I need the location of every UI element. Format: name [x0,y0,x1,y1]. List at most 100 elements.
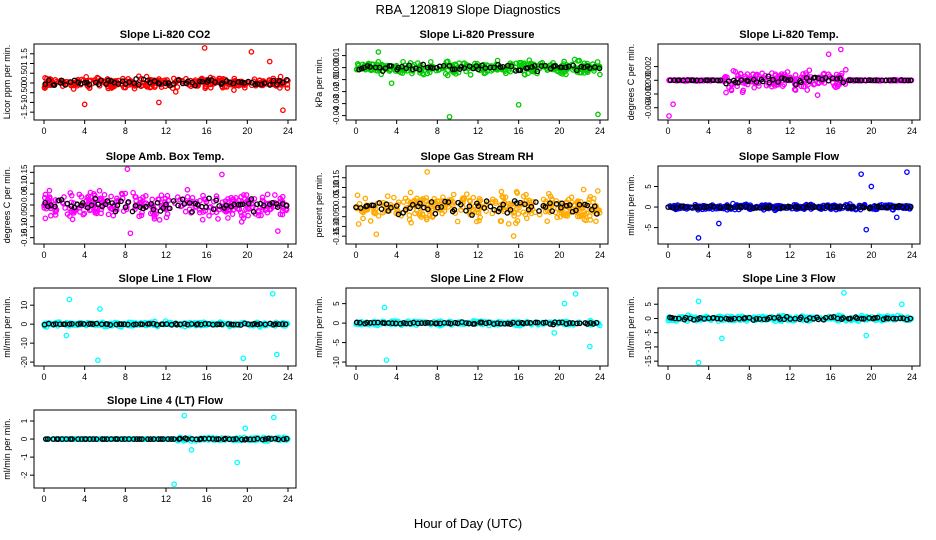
data-point-black [262,436,269,442]
data-point [467,71,474,78]
data-point [520,209,527,216]
data-point-black [51,82,58,88]
data-point [523,215,530,222]
data-point-black [374,319,381,326]
data-point-black [573,207,579,214]
data-point [98,196,105,202]
data-point [355,221,362,227]
data-point-black [563,321,570,327]
data-point-black [750,205,757,211]
outlier-point [234,459,241,466]
y-tick-label: 0 [20,80,29,85]
x-tick-label: 12 [161,372,171,382]
data-point-black [463,320,469,326]
x-tick-label: 8 [123,126,128,136]
data-point-black [487,203,494,210]
data-point-black [822,314,829,321]
data-point [189,194,196,201]
x-tick-label: 20 [242,372,252,382]
data-point [723,89,729,96]
data-point [236,437,242,443]
data-point [800,74,807,81]
x-tick-label: 16 [826,372,836,382]
data-point-black [840,79,847,86]
x-tick-label: 20 [242,126,252,136]
data-point [367,218,374,224]
x-tick-label: 12 [785,250,795,260]
data-point [516,59,523,66]
data-point-black [715,77,721,84]
data-point [184,186,191,193]
outlier-point [586,343,593,350]
data-point-black [547,321,553,327]
data-point-black [727,204,734,211]
figure-title: RBA_120819 Slope Diagnostics [375,2,561,17]
data-point-black [732,79,739,86]
data-points [666,46,915,119]
data-point-black [770,76,776,83]
data-point [47,212,54,219]
data-point [272,192,278,198]
data-point [149,196,156,203]
data-points [353,291,603,363]
data-point-black [112,208,119,215]
data-point-black [223,78,230,84]
data-point [375,58,382,65]
data-point [418,214,425,220]
outlier-point [240,355,247,362]
data-point [177,196,183,203]
data-point-black [510,319,516,326]
data-point-black [125,199,132,205]
data-point [215,215,221,222]
data-point [80,211,87,218]
outlier-point [561,300,568,307]
chart-panel-7: Slope Line 1 Flow ml/min per min. 0 4 8 12 16 2… [2,273,297,382]
data-point-black [446,62,453,69]
outlier-point [383,357,390,363]
data-point-black [574,320,580,327]
data-point [172,88,179,95]
data-point-black [258,81,265,88]
data-point-black [418,320,425,326]
data-point-black [79,200,86,206]
chart-title: Slope Gas Stream RH [420,151,533,163]
data-points [41,290,291,364]
x-tick-label: 0 [353,250,358,260]
outlier-point [858,171,865,178]
data-point-black [75,436,81,442]
outlier-point [381,304,388,311]
chart-title: Slope Line 3 Flow [743,273,836,285]
data-point-black [570,62,577,69]
data-point [384,193,391,200]
data-point-black [483,320,489,327]
data-point-black [528,203,535,210]
data-point-black [90,321,96,327]
data-point-black [86,81,93,88]
data-point-black [540,320,547,326]
data-point [751,84,758,91]
data-point [544,218,551,225]
y-tick-label: -0.05 [332,207,341,226]
outlier-point [266,58,273,65]
data-point-black [563,202,570,209]
data-point-black [274,204,281,211]
x-tick-label: 8 [435,126,440,136]
data-point [423,216,430,223]
data-point-black [383,201,390,208]
x-tick-label: 20 [554,126,564,136]
chart-title: Slope Sample Flow [739,151,840,163]
data-point-black [578,63,585,70]
data-point-black [166,205,173,212]
data-point-black [125,321,131,328]
y-axis-label: percent per min. [314,172,324,237]
data-point [84,194,91,201]
data-point-black [417,200,423,207]
data-point [47,195,53,202]
data-point-black [254,201,260,208]
x-tick-label: 0 [41,126,46,136]
outlier-point [188,447,195,453]
data-point-black [257,321,263,327]
data-point [219,199,226,206]
data-point [113,205,119,212]
y-tick-label: -20 [20,356,29,368]
